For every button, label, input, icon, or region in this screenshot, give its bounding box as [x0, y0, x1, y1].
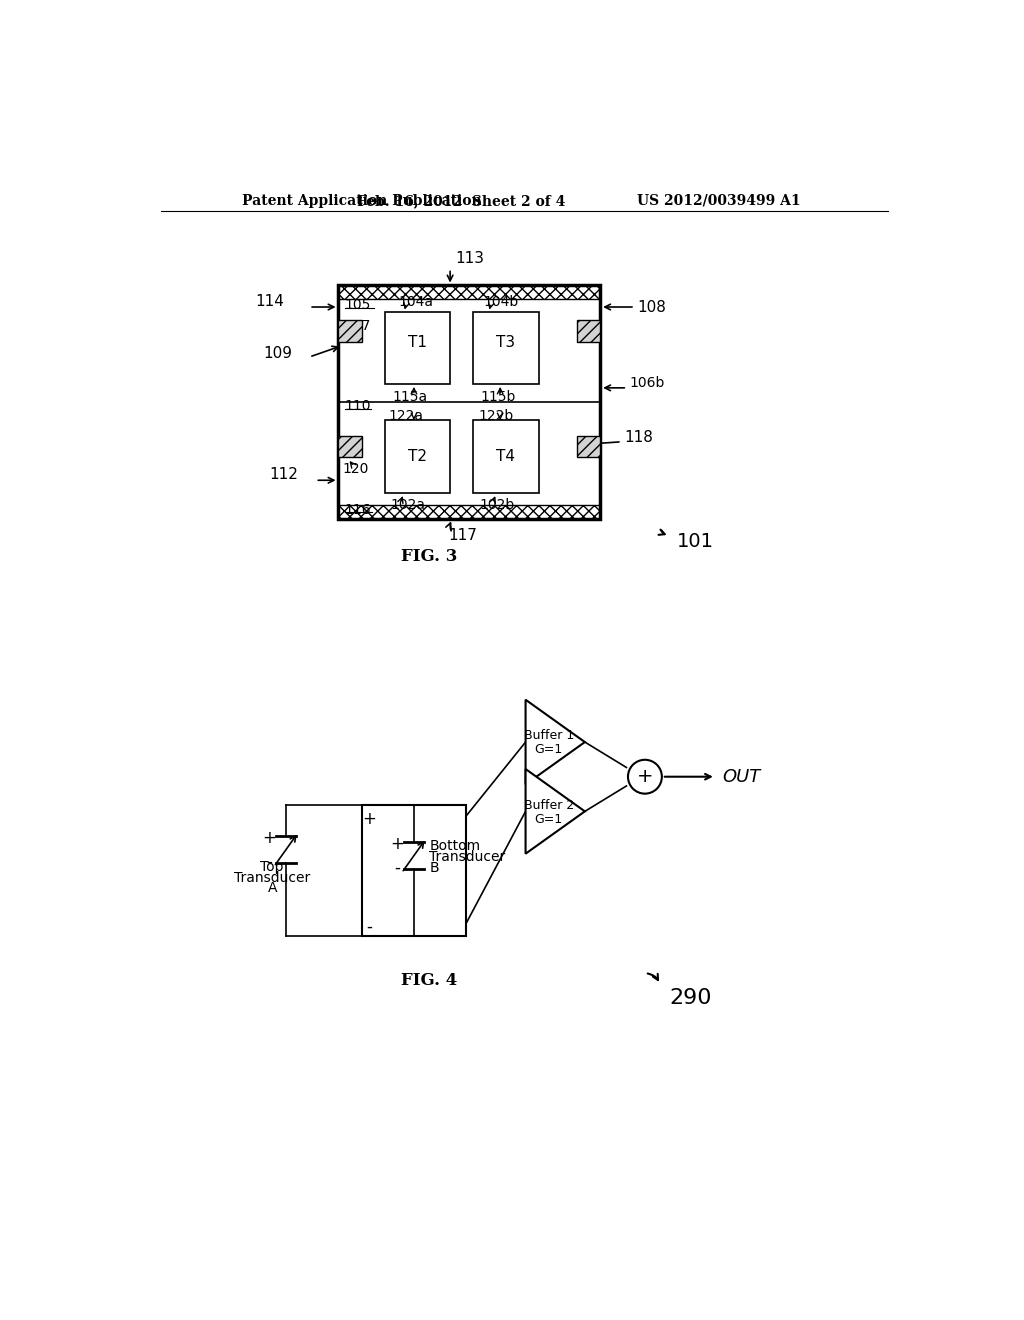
Text: -: - — [394, 858, 400, 876]
Text: T2: T2 — [408, 449, 427, 465]
Text: 110: 110 — [345, 400, 371, 413]
Text: -: - — [266, 853, 272, 870]
Text: 102a: 102a — [391, 498, 426, 512]
Bar — [339, 504, 600, 519]
Text: T4: T4 — [497, 449, 515, 465]
Text: OUT: OUT — [722, 768, 760, 785]
Text: 122b: 122b — [478, 409, 514, 422]
Text: 104b: 104b — [483, 296, 518, 309]
Text: FIG. 3: FIG. 3 — [401, 548, 458, 565]
Text: 109: 109 — [263, 346, 292, 360]
Text: 114: 114 — [256, 294, 285, 309]
Text: G=1: G=1 — [535, 813, 563, 825]
Bar — [385, 420, 451, 494]
Bar — [339, 285, 600, 300]
Bar — [339, 321, 361, 342]
Polygon shape — [525, 770, 585, 854]
Text: 113: 113 — [456, 251, 484, 267]
Text: Top: Top — [260, 859, 284, 874]
Text: 115a: 115a — [392, 391, 427, 404]
Text: G=1: G=1 — [535, 743, 563, 756]
Bar — [578, 436, 600, 457]
Text: 101: 101 — [677, 532, 715, 550]
Text: Transducer: Transducer — [429, 850, 506, 863]
Bar — [578, 321, 600, 342]
Bar — [473, 313, 539, 384]
Text: Feb. 16, 2012  Sheet 2 of 4: Feb. 16, 2012 Sheet 2 of 4 — [357, 194, 566, 207]
Text: 107: 107 — [345, 319, 371, 333]
Text: US 2012/0039499 A1: US 2012/0039499 A1 — [637, 194, 801, 207]
Bar — [339, 436, 361, 457]
Bar — [339, 436, 361, 457]
Text: 106b: 106b — [630, 376, 665, 391]
Text: 116: 116 — [345, 503, 372, 516]
Text: 120: 120 — [342, 462, 369, 475]
Text: Patent Application Publication: Patent Application Publication — [243, 194, 482, 207]
Text: 122a: 122a — [388, 409, 424, 422]
Bar — [578, 321, 600, 342]
Text: 105: 105 — [345, 298, 371, 313]
Bar — [339, 321, 361, 342]
Text: 115b: 115b — [481, 391, 516, 404]
Polygon shape — [525, 700, 585, 784]
Text: Buffer 2: Buffer 2 — [523, 799, 574, 812]
Bar — [361, 805, 466, 936]
Text: 290: 290 — [670, 987, 712, 1007]
Bar — [339, 504, 600, 519]
Text: FIG. 4: FIG. 4 — [401, 973, 458, 989]
Bar — [578, 436, 600, 457]
Text: +: + — [390, 834, 403, 853]
Text: -: - — [367, 917, 372, 936]
Bar — [339, 285, 600, 519]
Text: Bottom: Bottom — [429, 840, 480, 853]
Text: Transducer: Transducer — [234, 871, 310, 884]
Text: 117: 117 — [449, 528, 477, 544]
Text: +: + — [362, 810, 376, 828]
Text: +: + — [262, 829, 276, 846]
Bar — [339, 285, 600, 300]
Bar — [385, 313, 451, 384]
Text: 112: 112 — [269, 467, 298, 482]
Text: T3: T3 — [497, 334, 515, 350]
Text: 118: 118 — [625, 429, 653, 445]
Text: 104a: 104a — [398, 296, 433, 309]
Text: T1: T1 — [408, 334, 427, 350]
Text: +: + — [637, 767, 653, 787]
Text: Buffer 1: Buffer 1 — [523, 730, 574, 742]
Text: B: B — [429, 861, 439, 875]
Text: 108: 108 — [637, 300, 666, 314]
Text: 102b: 102b — [479, 498, 515, 512]
Text: A: A — [267, 882, 276, 895]
Bar — [473, 420, 539, 494]
Circle shape — [628, 760, 662, 793]
